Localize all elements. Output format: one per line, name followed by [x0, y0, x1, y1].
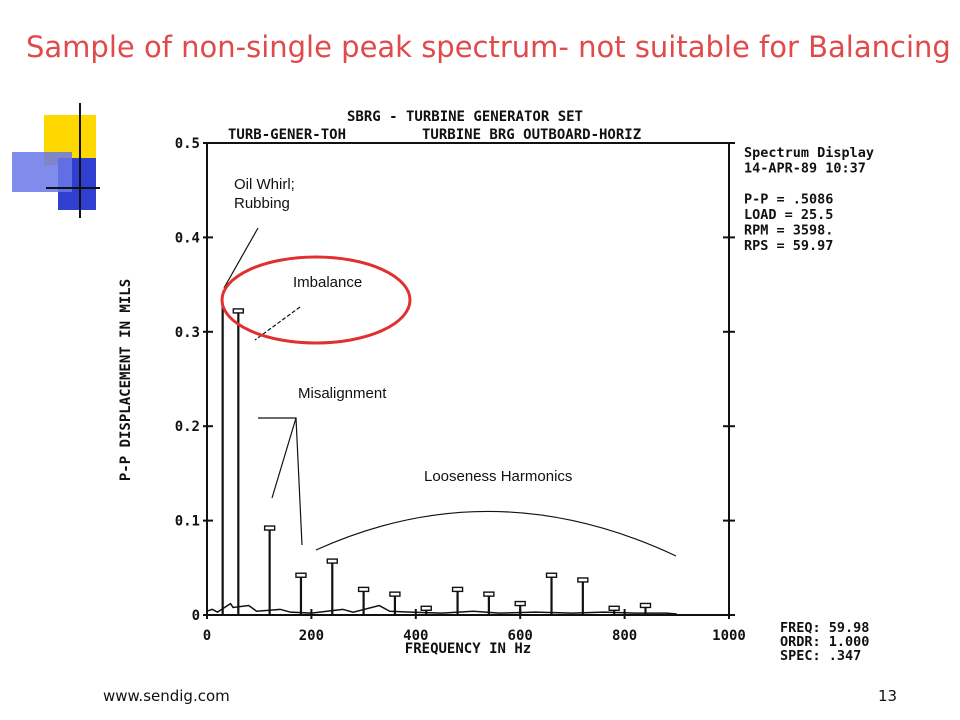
info-line: RPS = 59.97: [744, 238, 833, 254]
y-axis-ticks: 0 0.1 0.2 0.3 0.4 0.5: [175, 136, 213, 624]
imbalance-highlight-ellipse: [220, 255, 412, 345]
peak-marker: [357, 586, 370, 593]
y-axis-label: P-P DISPLACEMENT IN MILS: [118, 279, 134, 481]
peak-marker: [295, 572, 307, 578]
peak-marker: [483, 591, 495, 597]
annotation-oil-whirl-line2: Rubbing: [234, 195, 290, 212]
misalignment-bracket: [258, 417, 297, 499]
peak-marker: [389, 591, 401, 597]
slide-title: Sample of non-single peak spectrum- not …: [26, 30, 951, 64]
x-axis-label: FREQUENCY IN Hz: [405, 641, 531, 657]
info-line: LOAD = 25.5: [744, 207, 833, 223]
annotation-imbalance: Imbalance: [293, 274, 362, 291]
annotation-oil-whirl-line1: Oil Whirl;: [234, 176, 295, 193]
chart-subtitle-right: TURBINE BRG OUTBOARD-HORIZ: [422, 127, 641, 143]
x-tick-label: 800: [612, 628, 637, 644]
peak-marker: [577, 577, 589, 583]
peak-marker: [420, 605, 432, 611]
y-tick-label: 0.3: [175, 325, 200, 341]
looseness-arc: [315, 510, 677, 557]
deco-light-blue-square: [12, 152, 72, 192]
annotation-looseness: Looseness Harmonics: [424, 468, 572, 485]
info-line: Spectrum Display: [744, 145, 874, 161]
peak-marker: [514, 600, 526, 607]
y-tick-label: 0.5: [175, 136, 200, 152]
x-axis-ticks: 0 200 400 600 800 1000: [203, 609, 746, 644]
spectrum-baseline: [206, 602, 677, 615]
footer-url: www.sendig.com: [103, 687, 230, 705]
info-line: 14-APR-89 10:37: [744, 161, 866, 177]
x-tick-label: 1000: [712, 628, 746, 644]
x-tick-label: 0: [203, 628, 211, 644]
peak-marker: [545, 572, 558, 578]
page-number: 13: [878, 687, 898, 705]
misalignment-pointer-2: [295, 417, 303, 546]
y-tick-label: 0: [192, 608, 200, 624]
peak-marker: [608, 605, 620, 611]
plot-frame: [206, 142, 730, 616]
peak-marker: [639, 602, 652, 609]
info-line: P-P = .5086: [744, 192, 833, 208]
cursor-line: FREQ: 59.98: [780, 620, 869, 636]
peak-marker: [263, 525, 276, 531]
x-tick-label: 600: [508, 628, 533, 644]
cursor-line: SPEC: .347: [780, 648, 861, 664]
y-tick-label: 0.4: [175, 230, 200, 246]
info-line: RPM = 3598.: [744, 223, 833, 239]
peak-marker: [451, 586, 464, 593]
y-tick-label: 0.2: [175, 419, 200, 435]
imbalance-pointer: [254, 306, 301, 341]
y-tick-label: 0.1: [175, 514, 200, 530]
peak-marker: [326, 558, 338, 564]
right-axis-ticks: [723, 142, 735, 616]
oil-whirl-pointer: [223, 227, 259, 289]
annotation-misalignment: Misalignment: [298, 385, 387, 402]
chart-title: SBRG - TURBINE GENERATOR SET: [347, 109, 583, 125]
chart-subtitle-left: TURB-GENER-TOH: [228, 127, 346, 143]
peak-marker: [232, 308, 245, 314]
x-tick-label: 200: [299, 628, 324, 644]
x-tick-label: 400: [403, 628, 428, 644]
cursor-line: ORDR: 1.000: [780, 634, 869, 650]
spectrum-peaks: [221, 303, 652, 615]
